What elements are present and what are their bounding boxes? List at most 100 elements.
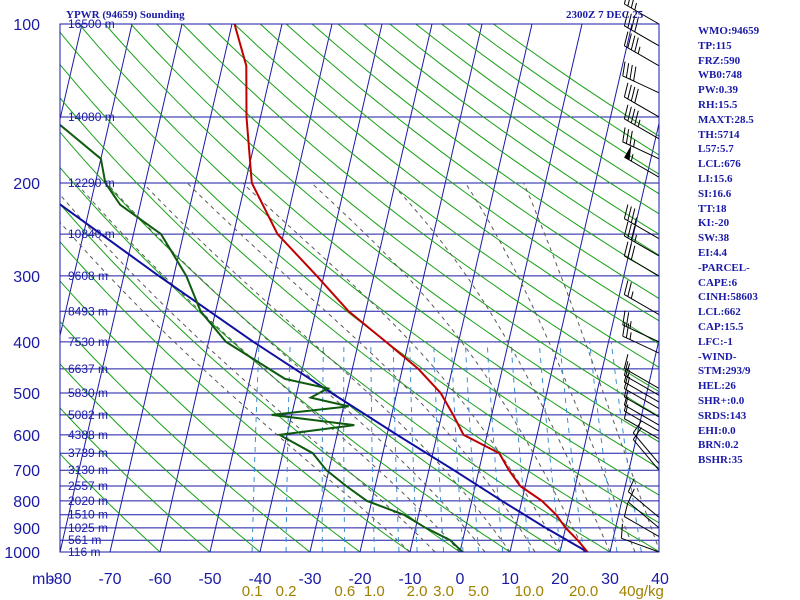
isotherm-line [159,24,283,552]
moist-adiabat-line [186,182,536,552]
temperature-tick-label: -60 [148,571,171,588]
wind-barb [620,523,660,553]
barb-flag [634,110,639,125]
barb-flag [630,108,636,123]
pressure-tick-label: 800 [13,494,40,511]
index-row: -PARCEL- [698,261,750,274]
wind-barb [622,61,660,94]
dry-adiabat-line [156,24,659,417]
isotherm-line [60,24,183,552]
wind-barb [624,145,660,178]
wind-barbs [620,0,660,553]
barb-flag [622,310,626,326]
barb-flag [625,63,630,78]
barb-staff [624,96,660,118]
barb-staff [624,516,660,538]
wind-barb [623,361,660,396]
isotherm-line [209,24,333,552]
isotherm-line [509,24,633,552]
mixing-ratio-label: 1.0 [364,583,385,600]
pressure-tick-label: 200 [13,176,40,193]
index-row: EHI:0.0 [698,424,736,437]
mixing-ratio-label: 0.1 [242,583,263,600]
barb-staff [624,381,660,403]
barb-flag [632,427,642,440]
barb-staff [624,410,660,432]
barb-flag [623,374,629,389]
index-row: LCL:676 [698,158,741,171]
isotherm-line [60,24,83,122]
barb-flag [630,15,636,30]
barb-staff [624,418,660,440]
barb-flag [623,396,629,412]
moist-adiabat-line [106,182,486,552]
barb-flag [630,86,636,102]
temperature-tick-label: -70 [98,571,121,588]
temperature-tick-label: 40 [651,571,669,588]
height-label: 6637 m [68,362,108,376]
index-row: WMO:94659 [698,25,760,37]
height-label: 9608 m [68,269,108,283]
dry-adiabat-line [182,24,659,393]
mixing-ratio-label: 0.6 [334,583,355,600]
wind-barb [623,354,660,389]
wind-barb [632,427,660,471]
isotherm-line [359,24,483,552]
isotherm-line [459,24,583,552]
stability-indices-panel: WMO:94659 TP:115 FRZ:590 WB0:748 PW:0.39 RH:1… [698,24,798,468]
mixing-ratio-line [538,341,562,552]
barb-flag [622,127,626,142]
height-label: 561 m [68,533,101,547]
pressure-unit-label: mb [32,571,54,588]
mixing-ratio-lines [251,341,642,552]
dry-adiabat-line [234,24,659,345]
barb-flag [629,130,633,146]
dry-adiabat-line [130,24,659,443]
mixing-ratio-line [370,341,375,552]
barb-staff [624,367,660,389]
index-row: KI:-20 [698,217,730,230]
dry-adiabat-line [208,24,659,368]
dry-adiabat-line [311,24,659,278]
pressure-tick-label: 500 [13,386,40,403]
index-row: L57:5.7 [698,143,734,156]
dry-adiabat-line [78,24,659,496]
index-row: HEL:26 [698,380,736,393]
barb-half-flag [627,376,631,385]
isotherm-line [609,337,659,552]
wind-barb [622,310,660,343]
barb-flag [634,37,639,52]
wind-barb [622,127,660,160]
barb-staff [624,218,660,240]
index-row: LCL:662 [698,306,741,319]
temperature-tick-label: -30 [298,571,321,588]
dry-adiabat-line [285,24,659,300]
barb-flag [623,390,629,406]
index-row: EI:4.4 [698,246,728,259]
index-row: SI:16.6 [698,187,732,200]
temperature-tick-label: -80 [48,571,71,588]
wind-barb [623,374,660,410]
barb-flag [625,312,630,327]
moist-adiabat-line [390,182,611,552]
index-row: LFC:-1 [698,335,733,348]
plot-border [59,23,660,553]
isotherm-line [559,121,659,552]
barb-staff [624,235,660,257]
temperature-tick-label: 10 [501,571,519,588]
mixing-ratio-line [610,341,642,552]
barb-flag [625,129,630,144]
mixing-ratio-line [464,341,480,552]
barb-flag [627,488,635,503]
mixing-ratio-line [343,341,346,552]
temperature-tick-label: -50 [198,571,221,588]
barb-flag [623,404,629,419]
barb-staff [624,255,660,277]
barb-flag [627,106,632,121]
barb-staff [624,3,660,25]
index-row: TT:18 [698,202,727,215]
barb-staff [624,25,660,47]
wind-barb [623,390,660,426]
barb-flag [630,225,636,241]
barb-staff [622,335,660,354]
